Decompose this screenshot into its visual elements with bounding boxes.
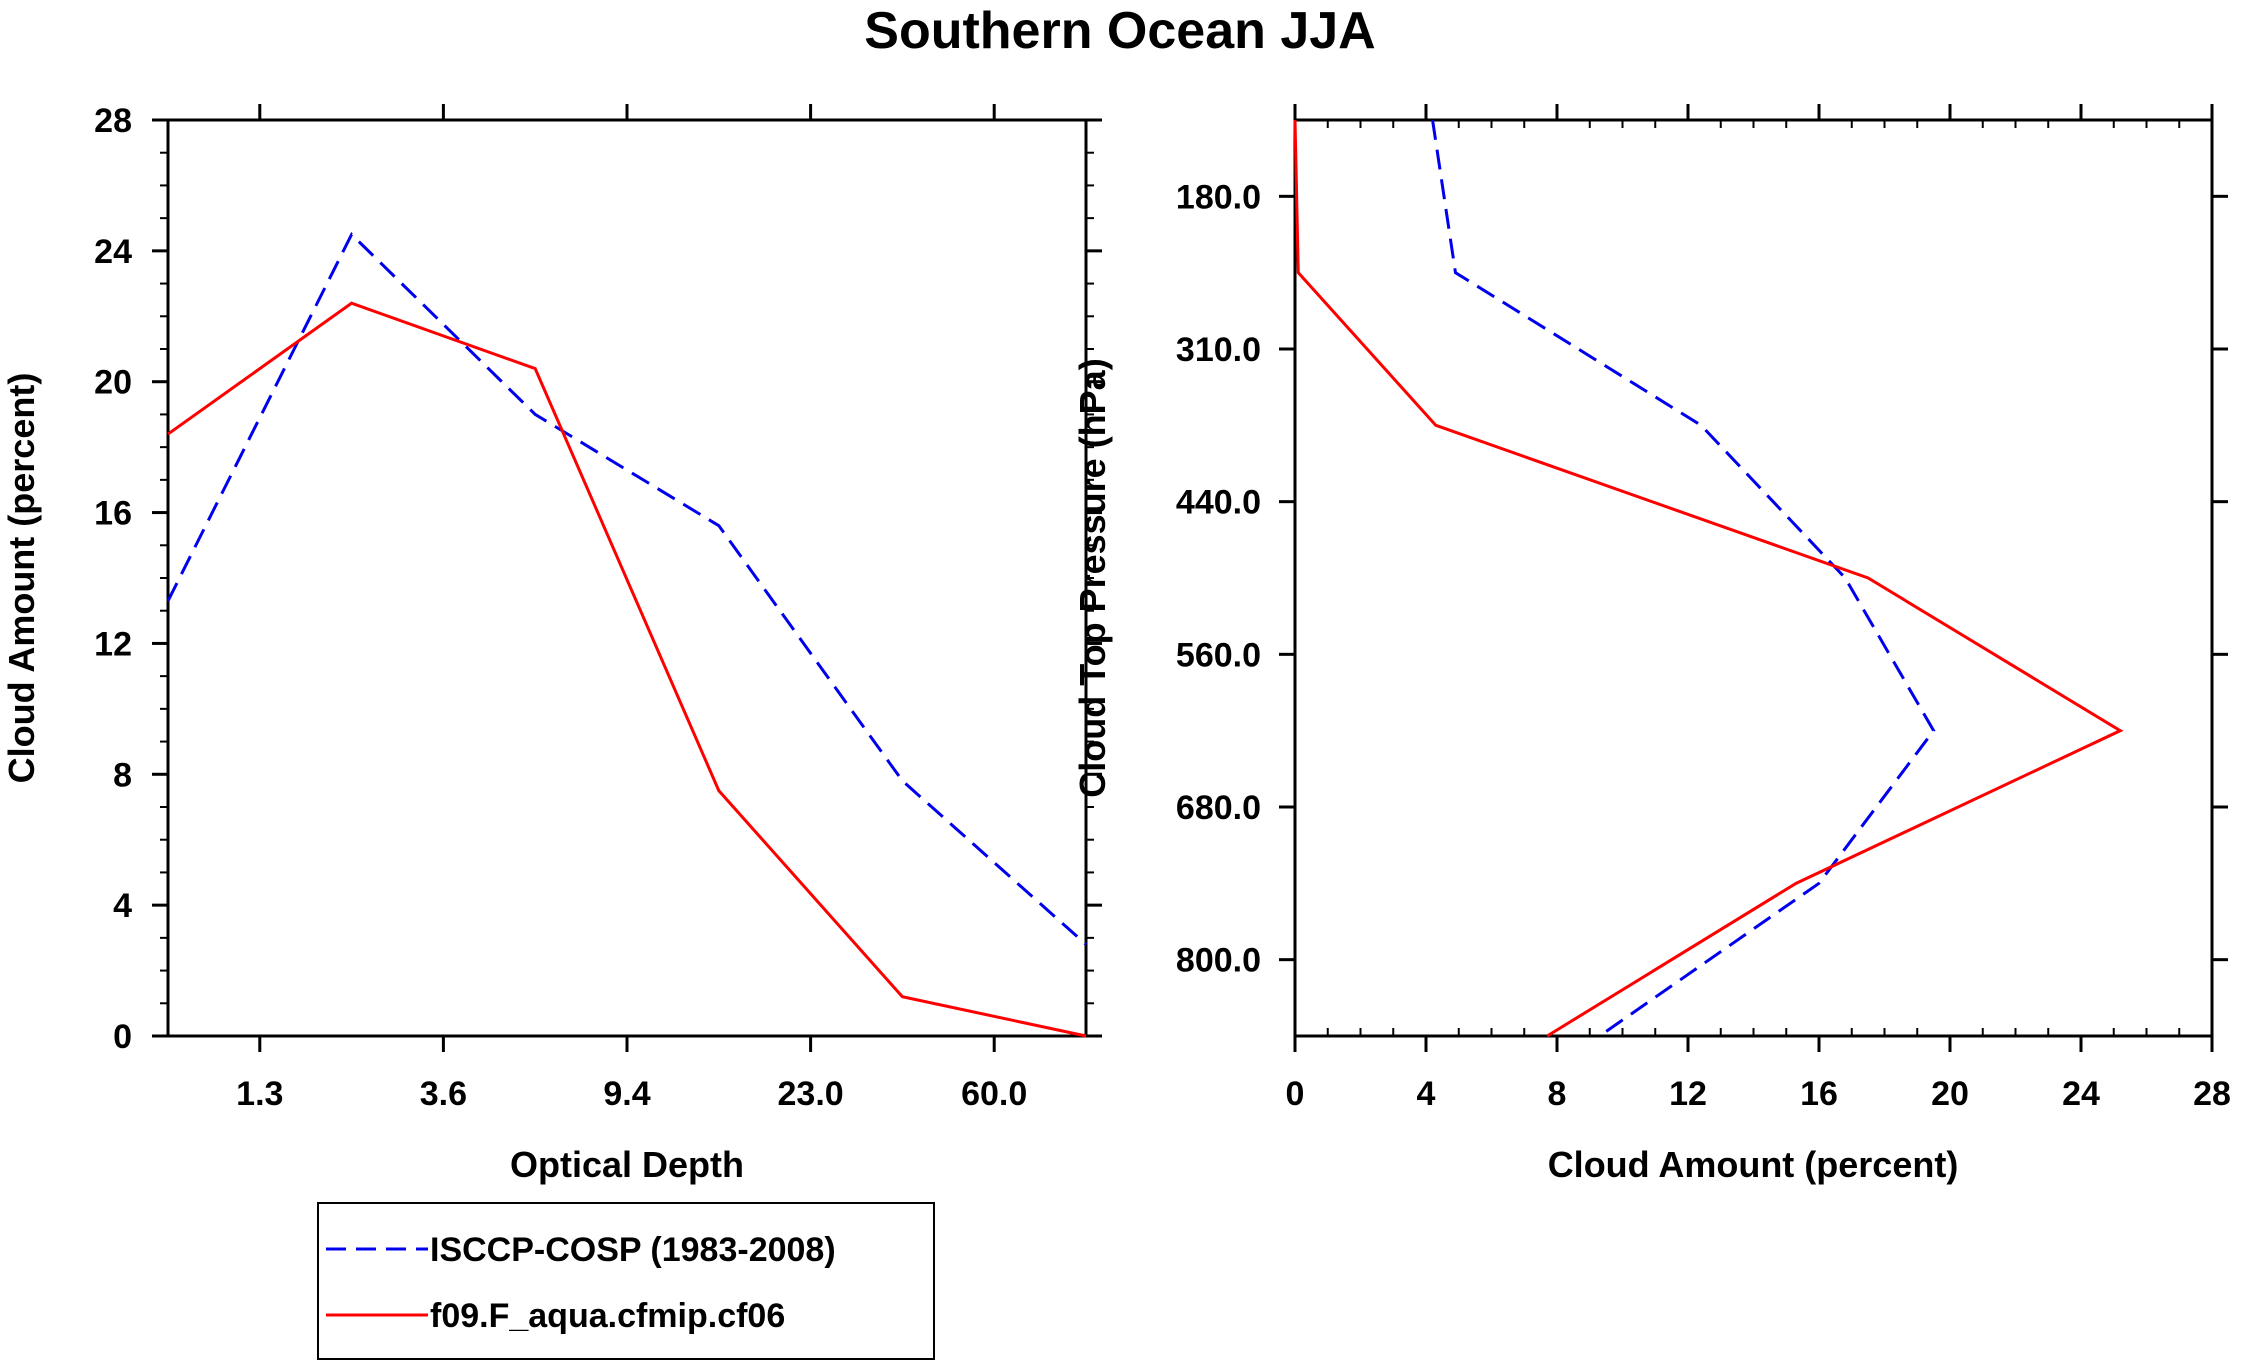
left-ticks: 0 4 8 12 16 20 24 28 1.3 3.6 9.4 23.0 60.0 <box>94 102 1102 1113</box>
x-tick-label: 16 <box>1800 1075 1838 1113</box>
y-tick-label: 310.0 <box>1176 331 1261 369</box>
left-series <box>166 231 1087 1038</box>
x-tick-label: 12 <box>1669 1075 1707 1113</box>
legend: ISCCP-COSP (1983-2008) f09.F_aqua.cfmip.… <box>317 1202 935 1360</box>
y-tick-label: 28 <box>94 102 132 140</box>
legend-label-model: f09.F_aqua.cfmip.cf06 <box>430 1297 785 1335</box>
right-ticks: 0 4 8 12 16 20 24 28 180.0 310.0 440.0 560.0 680.0 80… <box>1176 104 2231 1113</box>
x-tick-label: 9.4 <box>603 1075 650 1113</box>
legend-box <box>317 1202 935 1360</box>
model-series-line <box>1293 119 2124 1038</box>
legend-label-isccp: ISCCP-COSP (1983-2008) <box>430 1231 836 1269</box>
y-tick-label: 12 <box>94 625 132 663</box>
isccp-series-line <box>166 231 1087 946</box>
y-tick-label: 560.0 <box>1176 636 1261 674</box>
right-x-axis-label: Cloud Amount (percent) <box>1548 1144 1959 1185</box>
x-tick-label: 23.0 <box>778 1075 844 1113</box>
y-tick-label: 16 <box>94 495 132 533</box>
y-tick-label: 8 <box>113 756 132 794</box>
x-tick-label: 4 <box>1417 1075 1436 1113</box>
left-y-axis-label: Cloud Amount (percent) <box>1 373 42 784</box>
y-tick-label: 24 <box>94 233 132 271</box>
model-series-line <box>167 301 1087 1038</box>
y-tick-label: 440.0 <box>1176 484 1261 522</box>
right-plot-frame <box>1293 118 2214 1038</box>
x-tick-label: 28 <box>2193 1075 2231 1113</box>
x-tick-label: 0 <box>1286 1075 1305 1113</box>
y-tick-label: 680.0 <box>1176 789 1261 827</box>
x-tick-label: 1.3 <box>236 1075 283 1113</box>
x-tick-label: 24 <box>2062 1075 2100 1113</box>
right-series <box>1293 119 2124 1038</box>
x-tick-label: 3.6 <box>420 1075 467 1113</box>
left-x-axis-label: Optical Depth <box>510 1144 744 1185</box>
chart-title: Southern Ocean JJA <box>864 2 1375 60</box>
x-tick-label: 20 <box>1931 1075 1969 1113</box>
y-tick-label: 0 <box>113 1018 132 1056</box>
y-tick-label: 800.0 <box>1176 942 1261 980</box>
x-tick-label: 60.0 <box>961 1075 1027 1113</box>
isccp-series-line <box>1431 119 1936 1038</box>
right-y-axis-label: Cloud Top Pressure (hPa) <box>1072 358 1113 797</box>
y-tick-label: 4 <box>113 887 132 925</box>
optical-depth-panel: 0 4 8 12 16 20 24 28 1.3 3.6 9.4 23.0 60.0 Optical D… <box>1 102 1102 1185</box>
y-tick-label: 180.0 <box>1176 178 1261 216</box>
y-tick-label: 20 <box>94 364 132 402</box>
pressure-panel: 0 4 8 12 16 20 24 28 180.0 310.0 440.0 560.0 680.0 80… <box>1072 104 2231 1185</box>
x-tick-label: 8 <box>1548 1075 1567 1113</box>
